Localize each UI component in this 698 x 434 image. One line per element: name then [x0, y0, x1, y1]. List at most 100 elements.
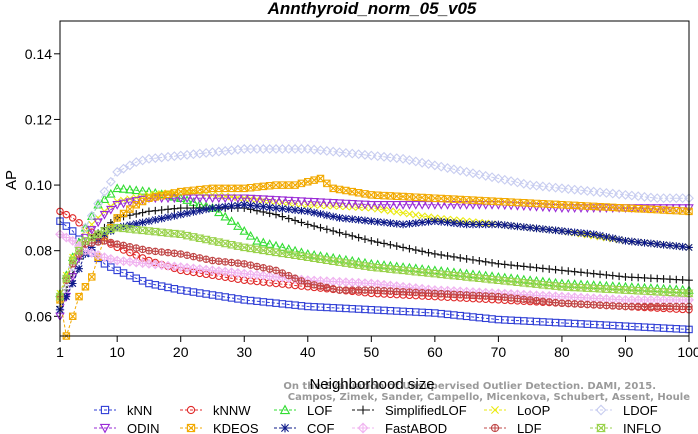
- data-point: [627, 237, 636, 246]
- data-point: [138, 218, 147, 227]
- data-point: [347, 200, 358, 209]
- legend-marker: [596, 423, 606, 433]
- data-point: [303, 197, 313, 207]
- axes: 1 10 20 30 40 50 60 70 80 90 100 0.06 0.08 0.10 0.12 0.…: [25, 46, 698, 360]
- data-point: [424, 289, 433, 297]
- data-point: [645, 192, 656, 203]
- data-point: [215, 257, 223, 265]
- data-point: [189, 186, 198, 195]
- data-point: [500, 260, 509, 269]
- data-point: [380, 239, 388, 248]
- data-point: [469, 256, 477, 264]
- data-point: [340, 147, 351, 158]
- data-point: [646, 204, 656, 214]
- data-point: [417, 157, 428, 168]
- data-point: [240, 260, 249, 268]
- legend: kNN kNNW LOF SimplifiedLOF LoOP LDOF ODIN KDEOS…: [94, 403, 661, 434]
- data-point: [138, 208, 147, 217]
- data-point: [437, 290, 445, 298]
- data-point: [132, 201, 140, 209]
- data-point: [202, 255, 210, 263]
- data-point: [577, 300, 585, 308]
- data-point: [252, 144, 262, 154]
- data-point: [437, 217, 446, 226]
- data-point: [639, 191, 650, 202]
- data-point: [271, 196, 281, 205]
- data-point: [456, 219, 465, 228]
- data-point: [272, 210, 280, 219]
- x-tick-label: 80: [554, 344, 570, 360]
- data-point: [196, 185, 204, 194]
- data-point: [488, 220, 496, 229]
- data-point: [443, 218, 452, 227]
- data-point: [647, 302, 655, 311]
- data-point: [519, 262, 528, 271]
- data-point: [132, 219, 141, 228]
- data-point: [62, 222, 71, 230]
- data-point: [596, 301, 604, 309]
- data-point: [271, 248, 281, 257]
- legend-label: INFLO: [623, 421, 661, 434]
- data-point: [411, 219, 420, 227]
- data-point: [469, 220, 477, 229]
- data-point: [158, 190, 166, 198]
- y-axis-label: AP: [3, 170, 20, 190]
- legend-label: LDOF: [623, 403, 658, 418]
- data-point: [183, 209, 191, 218]
- data-point: [329, 212, 338, 221]
- data-point: [315, 198, 326, 208]
- data-point: [348, 232, 357, 240]
- data-point: [304, 279, 312, 288]
- data-point: [107, 238, 115, 247]
- data-point: [112, 201, 122, 210]
- data-point: [659, 240, 668, 249]
- legend-item: INFLO: [590, 421, 661, 434]
- data-point: [360, 149, 370, 160]
- data-point: [208, 204, 217, 212]
- data-point: [99, 210, 110, 220]
- y-tick-label: 0.10: [25, 177, 52, 193]
- data-point: [537, 181, 548, 192]
- data-point: [500, 293, 509, 301]
- legend-item: LDOF: [590, 403, 658, 418]
- data-point: [462, 255, 471, 263]
- data-point: [214, 203, 223, 212]
- data-point: [607, 204, 618, 214]
- data-point: [334, 147, 345, 158]
- data-point: [138, 197, 147, 206]
- data-point: [322, 198, 332, 208]
- data-point: [399, 288, 407, 296]
- data-point: [240, 200, 249, 209]
- data-point: [119, 222, 128, 231]
- data-point: [671, 193, 682, 204]
- data-point: [284, 205, 293, 214]
- data-point: [558, 227, 566, 235]
- legend-item: KDEOS: [180, 421, 259, 434]
- series-cof: [56, 200, 693, 314]
- data-point: [361, 235, 369, 244]
- data-point: [87, 243, 96, 252]
- data-point: [176, 210, 185, 219]
- data-point: [145, 217, 153, 225]
- data-point: [297, 218, 306, 227]
- data-point: [545, 298, 553, 306]
- data-point: [564, 299, 573, 308]
- data-point: [596, 231, 604, 240]
- data-point: [507, 261, 515, 269]
- data-point: [443, 252, 452, 260]
- data-point: [170, 189, 179, 197]
- data-point: [131, 185, 142, 195]
- data-point: [125, 184, 135, 194]
- data-point: [315, 145, 326, 156]
- data-point: [519, 223, 528, 231]
- data-point: [304, 178, 312, 186]
- data-point: [398, 201, 408, 210]
- data-point: [113, 240, 121, 248]
- data-point: [291, 181, 299, 189]
- data-point: [119, 209, 128, 218]
- data-point: [386, 207, 394, 215]
- data-point: [253, 202, 261, 210]
- data-point: [106, 218, 115, 227]
- data-point: [512, 177, 523, 188]
- data-point: [372, 151, 383, 162]
